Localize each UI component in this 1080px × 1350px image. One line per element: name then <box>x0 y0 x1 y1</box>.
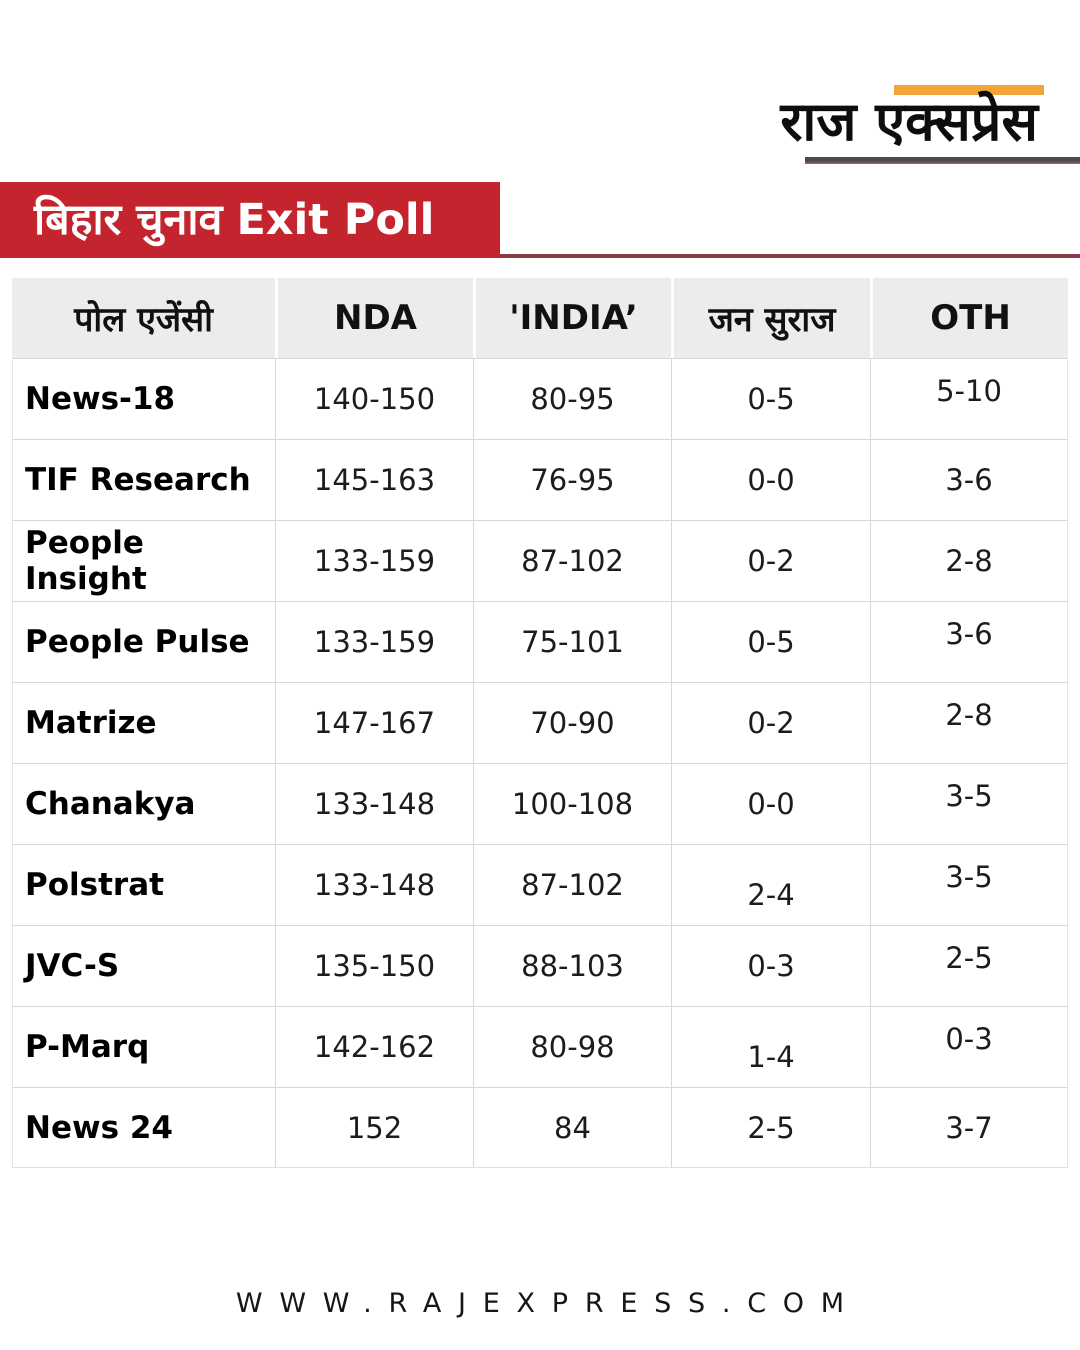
nda-cell: 140-150 <box>275 358 473 439</box>
jan-suraaj-cell: 0-2 <box>671 682 870 763</box>
agency-cell: News-18 <box>12 358 275 439</box>
logo-accent-bar <box>894 85 1044 95</box>
nda-cell: 152 <box>275 1087 473 1168</box>
jan-suraaj-cell: 1-4 <box>671 1006 870 1087</box>
oth-cell: 2-5 <box>870 925 1068 1006</box>
agency-cell: People Pulse <box>12 601 275 682</box>
banner-underline-rule <box>0 254 1080 258</box>
agency-cell: News 24 <box>12 1087 275 1168</box>
india-cell: 87-102 <box>473 520 671 601</box>
india-cell: 70-90 <box>473 682 671 763</box>
india-cell: 80-95 <box>473 358 671 439</box>
table-row: Chanakya 133-148 100-108 0-0 3-5 <box>12 763 1068 844</box>
nda-cell: 133-159 <box>275 520 473 601</box>
agency-cell: P-Marq <box>12 1006 275 1087</box>
nda-cell: 145-163 <box>275 439 473 520</box>
oth-cell: 3-6 <box>870 439 1068 520</box>
oth-cell: 5-10 <box>870 358 1068 439</box>
agency-cell: TIF Research <box>12 439 275 520</box>
india-cell: 84 <box>473 1087 671 1168</box>
agency-cell: People Insight <box>12 520 275 601</box>
column-header-oth: OTH <box>870 278 1068 358</box>
jan-suraaj-cell: 0-2 <box>671 520 870 601</box>
table-row: TIF Research 145-163 76-95 0-0 3-6 <box>12 439 1068 520</box>
oth-cell: 3-5 <box>870 763 1068 844</box>
india-cell: 88-103 <box>473 925 671 1006</box>
jan-suraaj-cell: 2-5 <box>671 1087 870 1168</box>
column-header-nda: NDA <box>275 278 473 358</box>
exit-poll-table: पोल एजेंसी NDA 'INDIA’ जन सुराज OTH News… <box>12 278 1068 1168</box>
table-row: News 24 152 84 2-5 3-7 <box>12 1087 1068 1168</box>
table-row: P-Marq 142-162 80-98 1-4 0-3 <box>12 1006 1068 1087</box>
oth-cell: 3-7 <box>870 1087 1068 1168</box>
column-header-india: 'INDIA’ <box>473 278 671 358</box>
table-row: People Pulse 133-159 75-101 0-5 3-6 <box>12 601 1068 682</box>
oth-cell: 3-6 <box>870 601 1068 682</box>
jan-suraaj-cell: 0-0 <box>671 763 870 844</box>
oth-cell: 3-5 <box>870 844 1068 925</box>
oth-cell: 2-8 <box>870 520 1068 601</box>
logo-underline-rule <box>805 157 1080 164</box>
oth-cell: 2-8 <box>870 682 1068 763</box>
agency-cell: Chanakya <box>12 763 275 844</box>
nda-cell: 147-167 <box>275 682 473 763</box>
table-header-row: पोल एजेंसी NDA 'INDIA’ जन सुराज OTH <box>12 278 1068 358</box>
banner-title-hindi: बिहार चुनाव <box>34 194 223 245</box>
jan-suraaj-cell: 0-3 <box>671 925 870 1006</box>
website-url: WWW.RAJEXPRESS.COM <box>235 1288 861 1319</box>
agency-cell: JVC-S <box>12 925 275 1006</box>
india-cell: 75-101 <box>473 601 671 682</box>
nda-cell: 133-148 <box>275 763 473 844</box>
nda-cell: 133-159 <box>275 601 473 682</box>
table-row: News-18 140-150 80-95 0-5 5-10 <box>12 358 1068 439</box>
column-header-agency: पोल एजेंसी <box>12 278 275 358</box>
table-row: JVC-S 135-150 88-103 0-3 2-5 <box>12 925 1068 1006</box>
nda-cell: 133-148 <box>275 844 473 925</box>
column-header-jan-suraaj: जन सुराज <box>671 278 870 358</box>
india-cell: 80-98 <box>473 1006 671 1087</box>
nda-cell: 135-150 <box>275 925 473 1006</box>
india-cell: 100-108 <box>473 763 671 844</box>
title-banner: बिहार चुनाव Exit Poll <box>0 182 500 258</box>
india-cell: 87-102 <box>473 844 671 925</box>
banner-title-english: Exit Poll <box>236 194 435 245</box>
brand-logo: राज एक्सप्रेस <box>780 90 1038 153</box>
jan-suraaj-cell: 2-4 <box>671 844 870 925</box>
india-cell: 76-95 <box>473 439 671 520</box>
oth-cell: 0-3 <box>870 1006 1068 1087</box>
jan-suraaj-cell: 0-5 <box>671 358 870 439</box>
table-row: Polstrat 133-148 87-102 2-4 3-5 <box>12 844 1068 925</box>
jan-suraaj-cell: 0-5 <box>671 601 870 682</box>
agency-cell: Matrize <box>12 682 275 763</box>
table-row: People Insight 133-159 87-102 0-2 2-8 <box>12 520 1068 601</box>
jan-suraaj-cell: 0-0 <box>671 439 870 520</box>
nda-cell: 142-162 <box>275 1006 473 1087</box>
table-row: Matrize 147-167 70-90 0-2 2-8 <box>12 682 1068 763</box>
agency-cell: Polstrat <box>12 844 275 925</box>
